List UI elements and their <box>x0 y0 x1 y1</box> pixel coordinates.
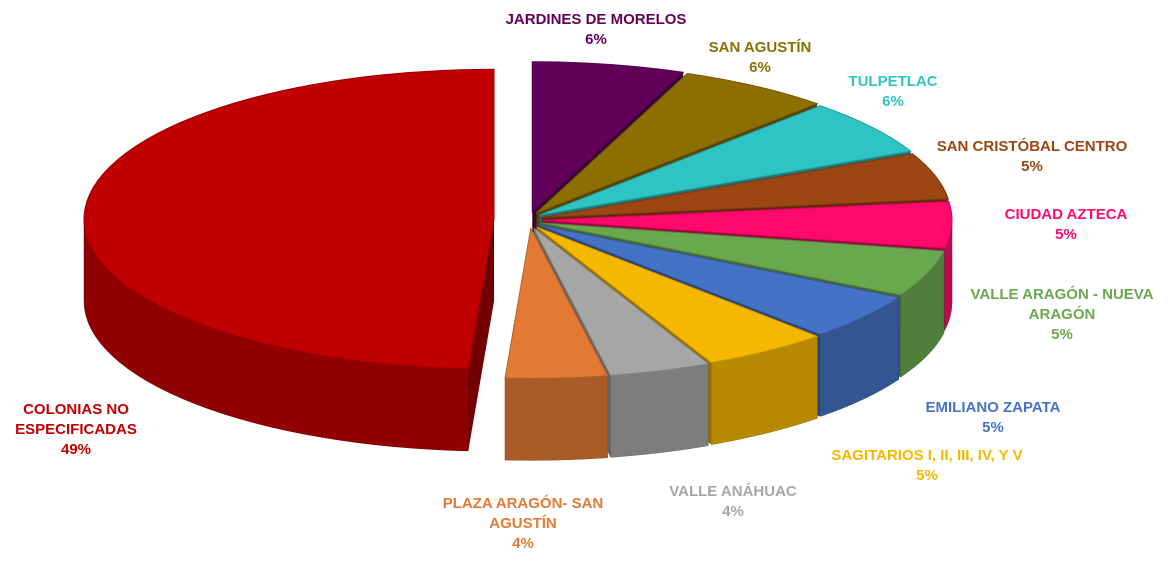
label-name: CIUDAD AZTECA <box>1004 206 1128 223</box>
label-name: TULPETLAC <box>848 73 938 90</box>
slice-side <box>610 363 709 458</box>
label-name: SAN AGUSTÍN <box>708 39 812 56</box>
label-value: 5% <box>1051 326 1073 343</box>
slice <box>541 153 949 219</box>
label-name: SAGITARIOS I, II, III, IV, Y V <box>831 447 1023 464</box>
data-label: COLONIAS NO ESPECIFICADAS 49% <box>1 400 151 460</box>
slice <box>541 222 945 296</box>
label-value: 4% <box>722 503 744 520</box>
data-label: VALLE ANÁHUAC 4% <box>633 482 833 522</box>
slice <box>539 105 912 216</box>
data-label: SAGITARIOS I, II, III, IV, Y V 5% <box>797 446 1057 486</box>
slice-side <box>504 375 608 461</box>
label-value: 6% <box>882 93 904 110</box>
label-value: 5% <box>982 419 1004 436</box>
label-name: EMILIANO ZAPATA <box>925 399 1061 416</box>
data-label: JARDINES DE MORELOS 6% <box>466 10 726 50</box>
label-value: 5% <box>916 467 938 484</box>
label-value: 6% <box>749 59 771 76</box>
label-value: 49% <box>60 441 92 458</box>
label-value: 6% <box>585 31 607 48</box>
label-name: PLAZA ARAGÓN- SAN AGUSTÍN <box>442 495 604 532</box>
data-label: SAN AGUSTÍN 6% <box>660 38 860 78</box>
label-name: COLONIAS NO ESPECIFICADAS <box>15 401 137 438</box>
slice <box>541 200 953 249</box>
data-label: VALLE ARAGÓN - NUEVA ARAGÓN 5% <box>947 285 1168 345</box>
label-name: VALLE ANÁHUAC <box>669 483 797 500</box>
data-label: CIUDAD AZTECA 5% <box>966 205 1166 245</box>
data-label: SAN CRISTÓBAL CENTRO 5% <box>912 137 1152 177</box>
label-name: VALLE ARAGÓN - NUEVA ARAGÓN <box>970 286 1154 323</box>
slice <box>536 72 819 214</box>
data-label: TULPETLAC 6% <box>818 72 968 112</box>
slice <box>83 68 495 370</box>
slice <box>531 61 685 213</box>
slice <box>504 226 609 379</box>
label-value: 5% <box>1055 226 1077 243</box>
data-label: PLAZA ARAGÓN- SAN AGUSTÍN 4% <box>413 494 633 554</box>
slice <box>536 226 819 364</box>
label-value: 4% <box>512 535 534 552</box>
label-value: 5% <box>1021 158 1043 175</box>
label-name: JARDINES DE MORELOS <box>505 11 687 28</box>
slice <box>539 224 901 336</box>
slice <box>533 227 710 376</box>
label-name: SAN CRISTÓBAL CENTRO <box>936 138 1128 155</box>
slice-tops <box>83 61 953 379</box>
slice-face <box>468 219 495 451</box>
data-label: EMILIANO ZAPATA 5% <box>893 398 1093 438</box>
